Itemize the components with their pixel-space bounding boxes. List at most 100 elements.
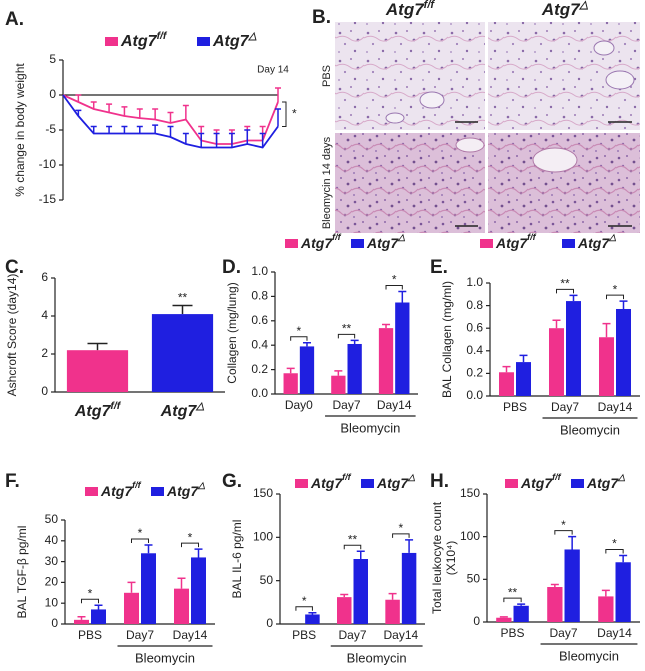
error-bar <box>302 342 311 347</box>
significance-label: * <box>292 106 297 120</box>
bar <box>151 314 214 392</box>
panel-letter: F. <box>5 471 20 492</box>
legend-swatch <box>295 479 308 488</box>
bar <box>496 617 512 622</box>
significance-label: * <box>398 521 403 535</box>
x-tick-label: Day14 <box>173 628 208 642</box>
error-bar <box>602 322 611 338</box>
y-tick-label: 0 <box>473 614 480 628</box>
error-bar <box>388 592 397 600</box>
significance-bracket <box>295 606 313 611</box>
bar <box>395 302 410 394</box>
panel-letter: E. <box>430 257 448 278</box>
y-tick-label: 150 <box>460 486 480 500</box>
row-label: Bleomycin 14 days <box>321 136 333 229</box>
annotation: Day 14 <box>257 65 289 76</box>
y-tick-label: 6 <box>41 270 48 284</box>
micrograph <box>335 22 485 130</box>
x-tick-label: Day7 <box>549 626 577 640</box>
significance-bracket <box>181 542 199 548</box>
error-bar <box>382 323 391 329</box>
significance-bracket <box>343 544 362 550</box>
y-tick-label: 0 <box>49 87 56 101</box>
bar <box>331 375 346 394</box>
error-bar <box>519 354 528 363</box>
y-axis-label: BAL IL-6 pg/ml <box>230 520 244 599</box>
group-label: Bleomycin <box>560 422 620 437</box>
error-bar <box>552 319 561 329</box>
error-bar <box>350 339 359 344</box>
y-tick-label: 0 <box>51 616 58 630</box>
micrograph <box>488 133 640 233</box>
legend-swatch <box>85 487 98 496</box>
y-tick-label: 10 <box>45 595 59 609</box>
error-bar <box>198 132 205 148</box>
legend-swatch <box>285 239 298 248</box>
significance-label: * <box>612 537 617 551</box>
y-tick-label: -10 <box>39 157 57 171</box>
bar <box>66 350 129 392</box>
error-bar <box>167 111 174 123</box>
bar <box>74 619 89 624</box>
panel-letter: A. <box>5 9 24 30</box>
significance-label: * <box>188 530 193 544</box>
y-tick-label: 50 <box>260 573 274 587</box>
y-tick-label: 20 <box>45 575 59 589</box>
x-tick-label: Day14 <box>598 400 633 414</box>
error-bar <box>106 125 113 134</box>
bar <box>615 562 631 622</box>
y-tick-label: 100 <box>253 530 273 544</box>
legend-label: Atg7△ <box>366 232 405 250</box>
airway <box>532 147 578 173</box>
error-bar <box>619 300 628 309</box>
bar <box>385 599 400 624</box>
significance-bracket <box>282 101 287 127</box>
error-bar <box>182 104 189 120</box>
error-bar <box>172 304 193 315</box>
error-bar <box>87 342 108 351</box>
bar <box>516 362 531 396</box>
error-bar <box>152 108 159 120</box>
error-bar <box>356 550 365 559</box>
bar <box>337 597 352 624</box>
bar <box>283 373 298 394</box>
error-bar <box>106 103 113 113</box>
significance-label: ** <box>342 321 352 335</box>
error-bar <box>334 370 343 376</box>
bar <box>347 343 362 394</box>
group-label: Bleomycin <box>340 420 400 435</box>
error-bar <box>167 125 174 137</box>
airway <box>593 40 615 56</box>
legend-label: Atg7△ <box>586 472 625 490</box>
y-tick-label: 0.0 <box>466 388 483 402</box>
error-bar <box>340 593 349 598</box>
y-tick-label: 0.4 <box>466 343 483 357</box>
y-tick-label: -15 <box>39 192 57 206</box>
x-tick-label: PBS <box>292 628 316 642</box>
x-tick-label: Day14 <box>597 626 632 640</box>
y-axis-label: BAL Collagen (mg/ml) <box>440 281 454 398</box>
significance-bracket <box>503 597 522 603</box>
significance-bracket <box>606 294 624 300</box>
x-tick-label: Day14 <box>377 398 412 412</box>
error-bar <box>550 583 559 588</box>
panel-letter: B. <box>312 7 331 28</box>
airway <box>385 112 405 124</box>
bar <box>401 552 417 624</box>
column-header: Atg7f/f <box>385 0 436 19</box>
y-tick-label: 0.8 <box>251 289 268 303</box>
column-header: Atg7△ <box>541 0 589 19</box>
legend-label: Atg7△ <box>212 31 257 50</box>
x-tick-label: Day0 <box>285 398 313 412</box>
significance-bracket <box>385 285 403 290</box>
x-tick-label: Atg7△ <box>160 401 205 420</box>
significance-bracket <box>81 598 99 604</box>
airway <box>419 91 445 109</box>
y-tick-label: 30 <box>45 554 59 568</box>
error-bar <box>152 124 159 134</box>
error-bar <box>275 87 281 102</box>
y-tick-label: 0.4 <box>251 337 268 351</box>
bar <box>305 614 320 624</box>
legend-swatch <box>571 479 584 488</box>
